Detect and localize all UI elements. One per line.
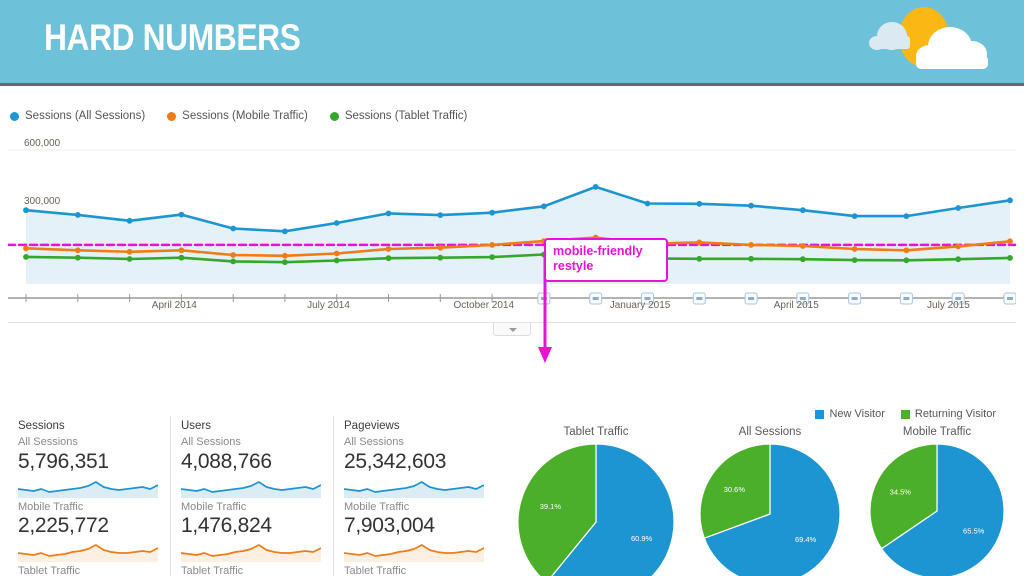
x-axis-tick-label: July 2015: [927, 300, 970, 311]
kpi-segment-label: All Sessions: [18, 436, 78, 448]
chart-plot-area[interactable]: 600,000 300,000: [6, 136, 1018, 286]
cloud-back-icon: [869, 22, 910, 50]
x-axis-tick-labels: April 2014 July 2014 October 2014 January 2…: [8, 300, 1016, 316]
x-axis-slider[interactable]: [8, 292, 1017, 318]
pie-charts-row: Tablet Traffic 60.9% 39.1% All Sessions 6…: [500, 426, 1024, 576]
sparkline-mobile-traffic: [344, 544, 484, 563]
x-axis-tick-label: July 2014: [307, 300, 350, 311]
kpi-card-users[interactable]: Users All Sessions 4,088,766 Mobile Traf…: [170, 416, 333, 576]
x-axis-tick-label: April 2014: [151, 300, 197, 311]
chart-x-axis[interactable]: April 2014 July 2014 October 2014 January 2…: [8, 292, 1017, 318]
kpi-segment-value: 25,342,603: [344, 449, 447, 473]
kpi-segment-tablet-traffic: Tablet Traffic 543,888: [181, 564, 321, 576]
legend-item-returning-visitor[interactable]: Returning Visitor: [900, 408, 996, 420]
kpi-segment-label: Tablet Traffic: [181, 565, 244, 576]
annotation-line-2: restyle: [553, 258, 594, 273]
kpi-segment-value: 5,796,351: [18, 449, 109, 473]
chart-legend: Sessions (All Sessions) Sessions (Mobile…: [10, 110, 467, 122]
legend-label: Sessions (Tablet Traffic): [344, 110, 468, 122]
sparkline-mobile-traffic: [18, 544, 158, 563]
annotation-callout: mobile-friendly restyle: [544, 238, 668, 282]
kpi-segment-label: All Sessions: [181, 436, 241, 448]
legend-item-new-visitor[interactable]: New Visitor: [815, 408, 885, 420]
pie-chart-title: Mobile Traffic: [902, 426, 972, 438]
sparkline-all-sessions: [18, 480, 158, 498]
pie-chart-all-sessions[interactable]: All Sessions 69.4% 30.6%: [685, 426, 855, 576]
kpi-segment-label: Mobile Traffic: [18, 500, 84, 513]
header-divider: [0, 83, 1024, 86]
x-axis-tick-label: January 2015: [609, 300, 671, 311]
x-axis-tick-label: April 2015: [773, 300, 819, 311]
legend-item-tablet-traffic[interactable]: Sessions (Tablet Traffic): [329, 110, 468, 122]
sparkline-all-sessions: [181, 480, 321, 498]
legend-label: Sessions (Mobile Traffic): [182, 110, 308, 122]
kpi-segment-label: Tablet Traffic: [18, 565, 81, 576]
svg-text:69.4%: 69.4%: [795, 535, 817, 544]
kpi-segment-value: 7,903,004: [344, 514, 435, 538]
legend-label: New Visitor: [829, 408, 885, 420]
cloud-front-icon: [916, 27, 988, 69]
kpi-metric-title: Pageviews: [344, 420, 400, 432]
svg-text:30.6%: 30.6%: [724, 485, 746, 494]
kpi-card-sessions[interactable]: Sessions All Sessions 5,796,351 Mobile T…: [8, 416, 170, 576]
legend-label: Sessions (All Sessions): [25, 110, 146, 122]
square-icon: [815, 409, 825, 419]
dot-icon: [167, 111, 177, 121]
y-axis-tick-300000: 300,000: [22, 196, 63, 207]
chart-bottom-divider: [8, 322, 1016, 323]
date-range-dropdown[interactable]: [493, 323, 531, 336]
dot-icon: [329, 111, 339, 121]
kpi-segment-label: All Sessions: [344, 436, 404, 448]
pie-chart-mobile-traffic[interactable]: Mobile Traffic 65.5% 34.5%: [856, 426, 1018, 576]
kpi-segment-all-sessions: All Sessions 4,088,766: [181, 435, 321, 498]
x-axis-tick-label: October 2014: [453, 300, 515, 311]
pie-chart-title: All Sessions: [738, 426, 802, 438]
svg-text:60.9%: 60.9%: [631, 534, 653, 543]
kpi-segment-all-sessions: All Sessions 25,342,603: [344, 435, 484, 498]
sparkline-mobile-traffic: [181, 544, 321, 563]
pie-svg: 65.5% 34.5%: [869, 443, 1005, 576]
kpi-metric-title: Sessions: [18, 420, 65, 432]
kpi-segment-value: 1,476,824: [181, 514, 272, 538]
kpi-segment-label: Mobile Traffic: [181, 500, 247, 513]
svg-text:39.1%: 39.1%: [540, 502, 562, 511]
visitor-type-pie-panel: New Visitor Returning Visitor Tablet Tra…: [500, 404, 1024, 576]
kpi-segment-value: 4,088,766: [181, 449, 272, 473]
page-title: HARD NUMBERS: [44, 17, 301, 58]
svg-text:65.5%: 65.5%: [963, 526, 985, 535]
slide-header: HARD NUMBERS: [0, 0, 1024, 83]
pie-svg: 60.9% 39.1%: [517, 443, 675, 576]
sessions-line-chart: Sessions (All Sessions) Sessions (Mobile…: [0, 110, 1024, 363]
annotation-line-1: mobile-friendly: [553, 244, 643, 258]
legend-item-all-sessions[interactable]: Sessions (All Sessions): [10, 110, 145, 122]
svg-text:34.5%: 34.5%: [890, 488, 912, 497]
kpi-segment-label: Tablet Traffic: [344, 565, 407, 576]
analytics-dashboard: Sessions (All Sessions) Sessions (Mobile…: [0, 86, 1024, 576]
kpi-segment-tablet-traffic: Tablet Traffic 868,333: [18, 564, 158, 576]
kpi-segment-mobile-traffic: Mobile Traffic 1,476,824: [181, 500, 321, 563]
sparkline-all-sessions: [344, 480, 484, 498]
pie-svg: 69.4% 30.6%: [699, 443, 841, 576]
sun-and-clouds-illustration: [869, 7, 988, 69]
kpi-card-pageviews[interactable]: Pageviews All Sessions 25,342,603 Mobile…: [333, 416, 496, 576]
line-chart-svg: [6, 149, 1018, 284]
kpi-segment-mobile-traffic: Mobile Traffic 7,903,004: [344, 500, 484, 563]
legend-label: Returning Visitor: [914, 408, 996, 420]
kpi-panel: Sessions All Sessions 5,796,351 Mobile T…: [8, 416, 492, 576]
y-axis-tick-600000: 600,000: [22, 138, 63, 149]
pie-chart-title: Tablet Traffic: [563, 426, 629, 438]
kpi-segment-all-sessions: All Sessions 5,796,351: [18, 435, 158, 498]
square-icon: [900, 409, 910, 419]
legend-item-mobile-traffic[interactable]: Sessions (Mobile Traffic): [167, 110, 308, 122]
kpi-metric-title: Users: [181, 420, 212, 432]
kpi-segment-value: 2,225,772: [18, 514, 109, 538]
pie-chart-tablet-traffic[interactable]: Tablet Traffic 60.9% 39.1%: [508, 426, 684, 576]
kpi-segment-mobile-traffic: Mobile Traffic 2,225,772: [18, 500, 158, 563]
kpi-segment-tablet-traffic: Tablet Traffic 3,797,232: [344, 564, 484, 576]
kpi-segment-label: Mobile Traffic: [344, 500, 410, 513]
pie-legend: New Visitor Returning Visitor: [815, 408, 996, 420]
dot-icon: [10, 111, 19, 121]
